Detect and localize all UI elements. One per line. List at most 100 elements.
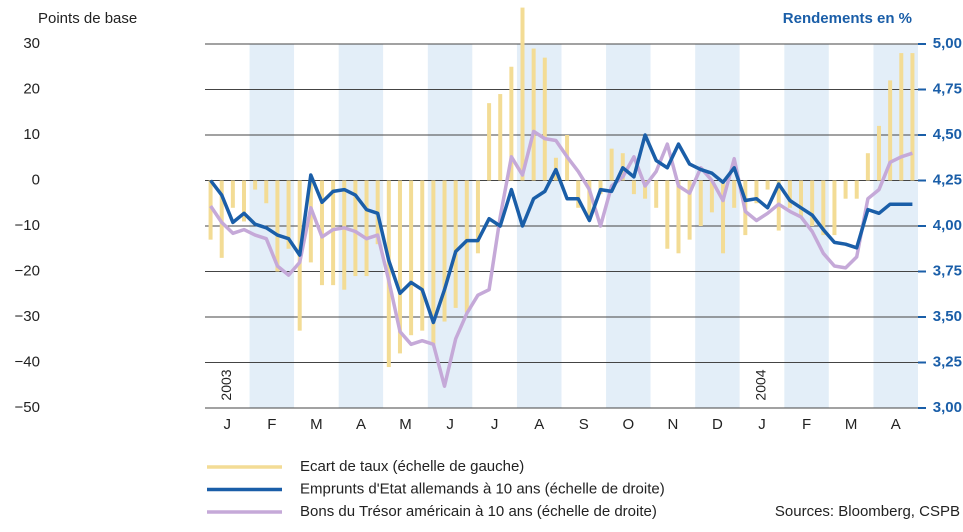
x-tick-label: D (712, 416, 723, 433)
line (209, 129, 913, 388)
y-tick-label: −20 (15, 262, 40, 279)
bar (698, 180, 703, 226)
bar (364, 180, 369, 277)
bar (854, 180, 859, 199)
bar (687, 180, 692, 240)
bar (877, 125, 882, 181)
y-tick-label: −30 (15, 308, 40, 325)
bar (899, 53, 904, 181)
y-tick-label: 10 (23, 126, 40, 143)
y-tick-label: 0 (32, 171, 40, 188)
y2-tick-label: 3,50 (933, 308, 962, 325)
bar (732, 180, 737, 208)
y2-tick-label: 5,00 (933, 35, 962, 52)
bar (654, 180, 659, 208)
bar (286, 180, 291, 249)
bar (342, 180, 347, 290)
y-axis-label: Points de base (38, 10, 137, 27)
bar (598, 180, 603, 195)
year-label: 2004 (753, 369, 769, 400)
y-tick-label: 30 (23, 35, 40, 52)
bar (709, 180, 714, 213)
x-tick-label: J (758, 416, 766, 433)
bar (631, 180, 636, 195)
y2-tick-label: 4,75 (933, 80, 962, 97)
x-tick-label: M (845, 416, 858, 433)
x-tick-label: N (667, 416, 678, 433)
bar (787, 180, 792, 208)
bar (431, 180, 436, 345)
x-tick-label: M (310, 416, 323, 433)
legend-label: Bons du Trésor américain à 10 ans (échel… (300, 503, 657, 520)
bar (821, 180, 826, 236)
x-tick-label: A (356, 416, 366, 433)
bar (888, 80, 893, 181)
bar (721, 180, 726, 254)
x-tick-label: J (446, 416, 454, 433)
y2-tick-label: 3,75 (933, 262, 962, 279)
bar (520, 7, 525, 181)
x-tick-label: O (623, 416, 635, 433)
bar (241, 180, 246, 222)
bar (665, 180, 670, 249)
x-tick-label: A (534, 416, 544, 433)
line (209, 133, 913, 325)
x-tick-label: S (579, 416, 589, 433)
bar (810, 180, 815, 226)
bar (409, 180, 414, 336)
bar (453, 180, 458, 308)
bar (843, 180, 848, 199)
bar (498, 94, 503, 181)
y-tick-label: −50 (15, 399, 40, 416)
bar (587, 180, 592, 217)
bar (442, 180, 447, 322)
bar (420, 180, 425, 331)
bar (264, 180, 269, 204)
x-tick-label: J (491, 416, 499, 433)
bar (643, 180, 648, 199)
x-tick-label: F (802, 416, 811, 433)
bar (353, 180, 358, 277)
bar (799, 180, 804, 217)
bar (208, 180, 213, 240)
bar (253, 180, 258, 190)
bar (754, 180, 759, 204)
bar (910, 53, 915, 181)
source: Sources: Bloomberg, CSPB (775, 503, 960, 520)
bar (219, 180, 224, 258)
y-tick-label: −40 (15, 353, 40, 370)
bar (331, 180, 336, 286)
y-tick-label: −10 (15, 217, 40, 234)
y2-tick-label: 3,25 (933, 353, 962, 370)
y-tick-label: 20 (23, 80, 40, 97)
bar (676, 180, 681, 254)
bar (765, 180, 770, 190)
bar (832, 180, 837, 236)
x-tick-label: A (891, 416, 901, 433)
y2-tick-label: 3,00 (933, 399, 962, 416)
bar (509, 66, 514, 181)
bar (531, 48, 536, 181)
bar (308, 180, 313, 263)
year-label: 2003 (218, 369, 234, 400)
x-tick-label: J (224, 416, 232, 433)
x-tick-label: F (267, 416, 276, 433)
y2-tick-label: 4,50 (933, 126, 962, 143)
bar (865, 153, 870, 181)
bar (475, 180, 480, 254)
legend-label: Ecart de taux (échelle de gauche) (300, 458, 524, 475)
x-tick-label: M (399, 416, 412, 433)
bar (576, 180, 581, 208)
legend-label: Emprunts d'Etat allemands à 10 ans (éche… (300, 480, 665, 497)
bar (230, 180, 235, 208)
y2-axis-label: Rendements en % (783, 10, 912, 27)
y2-tick-label: 4,25 (933, 171, 962, 188)
bar (487, 103, 492, 181)
bar (397, 180, 402, 354)
bar (542, 57, 547, 181)
y2-tick-label: 4,00 (933, 217, 962, 234)
bar (275, 180, 280, 272)
bar (609, 148, 614, 181)
bar (464, 180, 469, 313)
